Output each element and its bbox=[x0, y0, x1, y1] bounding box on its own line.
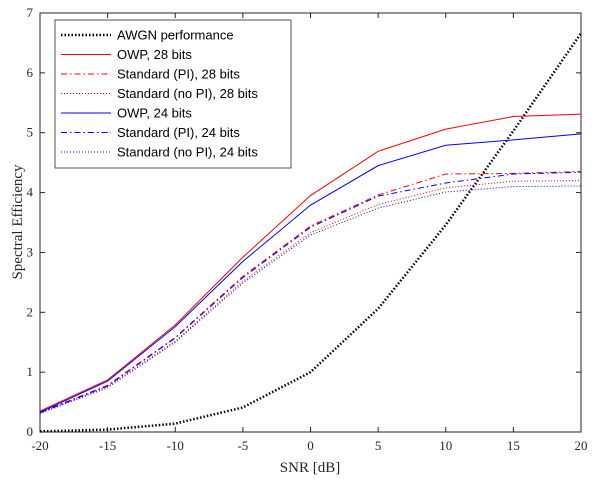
series-line-1 bbox=[39, 32, 583, 433]
series-line-7 bbox=[39, 185, 582, 414]
y-tick-label: 3 bbox=[27, 244, 34, 259]
legend-label-4: Standard (no PI), 28 bits bbox=[117, 86, 258, 101]
x-tick-label: 10 bbox=[439, 438, 452, 453]
series-line-4 bbox=[39, 180, 582, 414]
series-line-6 bbox=[39, 171, 582, 414]
x-axis: -20 -15 -10 -5 0 5 10 15 20 bbox=[31, 13, 588, 453]
x-axis-label: SNR [dB] bbox=[280, 460, 340, 476]
series-line-5 bbox=[39, 133, 582, 413]
legend-label-5: OWP, 24 bits bbox=[117, 106, 192, 121]
legend: AWGN performance OWP, 28 bits Standard (PI… bbox=[54, 19, 292, 169]
series-line-3 bbox=[39, 171, 582, 413]
series-layer bbox=[39, 32, 583, 433]
legend-label-7: Standard (no PI), 24 bits bbox=[117, 145, 258, 160]
x-tick-label: 0 bbox=[307, 438, 314, 453]
x-tick-label: 15 bbox=[507, 438, 520, 453]
y-tick-label: 4 bbox=[27, 185, 34, 200]
x-tick-label: 5 bbox=[375, 438, 382, 453]
y-tick-label: 5 bbox=[27, 125, 34, 140]
y-tick-label: 1 bbox=[27, 364, 34, 379]
legend-label-6: Standard (PI), 24 bits bbox=[117, 125, 240, 140]
y-tick-label: 2 bbox=[27, 304, 34, 319]
y-tick-label: 6 bbox=[27, 65, 34, 80]
x-tick-label: -20 bbox=[31, 438, 48, 453]
legend-label-1: AWGN performance bbox=[117, 28, 234, 43]
x-tick-label: -15 bbox=[99, 438, 116, 453]
y-axis-label: Spectral Efficiency bbox=[10, 164, 26, 280]
series-line-2 bbox=[39, 113, 582, 412]
y-tick-label: 0 bbox=[27, 424, 34, 439]
legend-label-3: Standard (PI), 28 bits bbox=[117, 67, 240, 82]
legend-label-2: OWP, 28 bits bbox=[117, 47, 192, 62]
x-tick-label: -5 bbox=[237, 438, 248, 453]
y-tick-label: 7 bbox=[27, 5, 34, 20]
x-tick-label: 20 bbox=[575, 438, 588, 453]
x-tick-label: -10 bbox=[167, 438, 184, 453]
